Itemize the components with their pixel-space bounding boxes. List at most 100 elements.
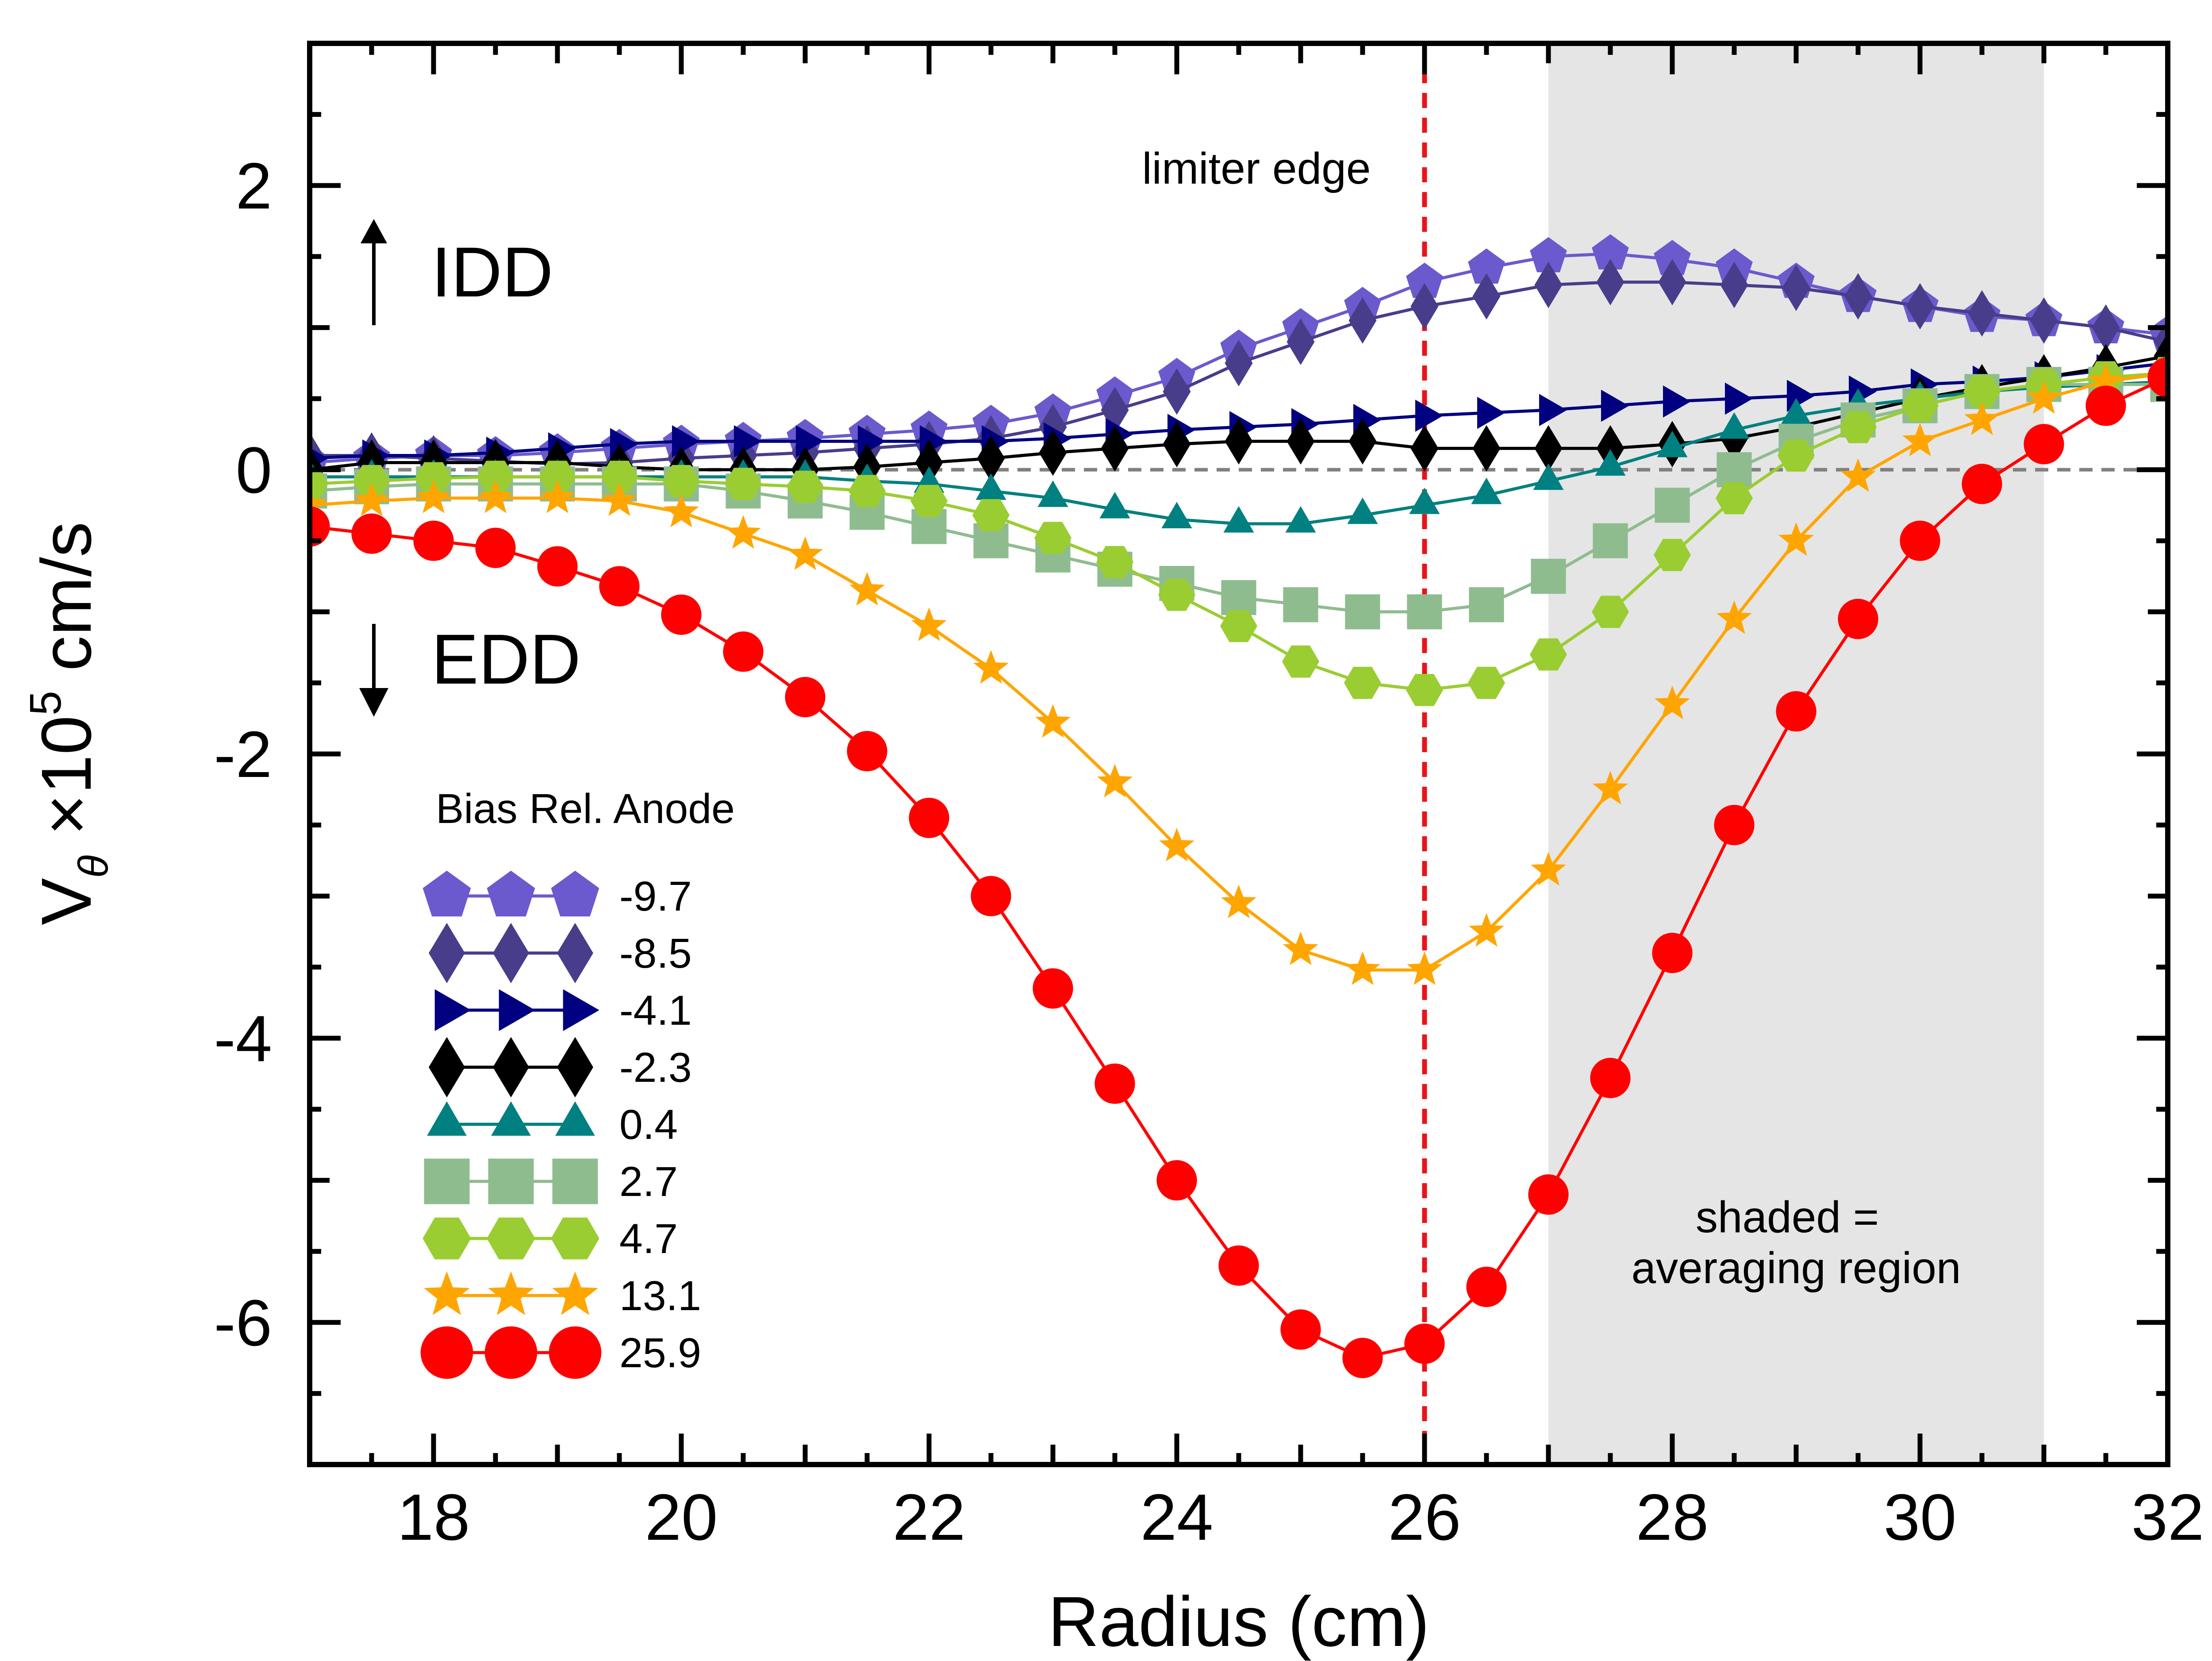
x-tick-label: 32 [2131,1481,2204,1554]
data-point [664,494,699,527]
legend-marker [422,870,471,917]
legend-title: Bias Rel. Anode [436,785,735,832]
data-point [1348,297,1377,344]
data-point [1097,764,1133,798]
data-point [910,484,948,517]
data-point [1407,951,1442,985]
data-point [1902,423,1938,457]
data-point [1776,691,1816,732]
legend-label: 0.4 [619,1101,678,1148]
data-point [1223,506,1254,533]
data-point [1033,968,1073,1009]
data-point [1039,429,1067,476]
data-point [1472,425,1501,472]
legend-marker [427,1101,467,1136]
y-axis-title-subscript: θ [70,855,117,878]
y-tick-label: -4 [214,1002,272,1075]
data-point [1528,1174,1569,1215]
data-point [1409,488,1440,514]
data-point [1101,425,1129,472]
data-point [413,520,454,561]
x-tick-label: 20 [645,1481,718,1554]
data-point [1345,951,1380,985]
data-point [725,468,762,500]
data-point [1590,1057,1631,1098]
data-point [310,506,330,547]
data-point [351,513,392,554]
down-arrowhead-icon [359,688,388,717]
data-point [1099,492,1130,519]
data-point [1468,667,1505,699]
data-point [1159,827,1194,861]
data-point [1714,805,1755,846]
data-point [1781,398,1812,425]
data-point [1663,385,1691,418]
legend-marker [434,989,471,1031]
data-point [1468,248,1505,284]
data-point [1539,394,1567,427]
data-point [416,479,451,513]
data-point [1592,234,1629,269]
legend-marker [487,1217,535,1260]
data-point [1658,259,1686,306]
legend-marker [488,1271,534,1315]
data-point [1593,523,1628,558]
data-point [787,470,824,503]
y-tick-label: -6 [214,1287,272,1360]
legend-marker [493,1037,529,1098]
y-axis-title: Vθ ×105 cm/s [21,522,117,925]
data-point [1225,340,1253,387]
legend-item: 0.4 [427,1101,678,1148]
data-point [787,536,823,570]
series-13.1 [310,354,2168,985]
data-point [2085,385,2126,426]
legend-marker [424,1271,470,1315]
legend-marker [551,1217,599,1260]
data-point [1717,600,1752,634]
data-point [1037,480,1068,507]
data-point [2030,297,2058,344]
data-point [796,425,824,458]
data-point [1530,237,1567,273]
data-point [1469,913,1504,947]
data-point [909,797,949,838]
data-point [540,479,575,513]
data-point [911,607,947,641]
data-point [1286,418,1315,465]
data-point [1838,599,1878,639]
x-tick-label: 24 [1141,1481,1214,1554]
data-point [977,435,1005,482]
data-point [1592,596,1629,628]
x-tick-label: 30 [1884,1481,1957,1554]
data-point [1593,771,1628,805]
x-tick-label: 28 [1636,1481,1709,1554]
x-tick-label: 22 [893,1481,966,1554]
idd-label: IDD [431,232,553,311]
y-axis-title-multiplier: ×10 [27,715,106,855]
data-point [1406,262,1443,298]
y-tick-label: -2 [214,718,272,791]
legend-marker [552,1158,598,1204]
legend-marker [555,1101,595,1136]
legend-item: -8.5 [429,923,692,984]
data-point [1094,1063,1135,1104]
data-point [1410,283,1439,330]
data-point [1477,396,1505,429]
data-point [1530,638,1567,671]
data-point [734,425,762,458]
data-point [537,546,578,587]
data-point [1466,1266,1507,1307]
data-point [1531,852,1566,886]
data-point [1964,401,2000,435]
data-point [1654,538,1691,571]
data-point [1282,645,1319,678]
data-point [1782,264,1810,311]
data-point [973,523,1009,558]
data-point [1163,368,1191,415]
data-point [1034,522,1071,554]
legend-marker [551,870,599,917]
legend-item: 4.7 [422,1215,678,1262]
data-point [1280,1309,1321,1350]
legend-label: -4.1 [619,987,692,1034]
